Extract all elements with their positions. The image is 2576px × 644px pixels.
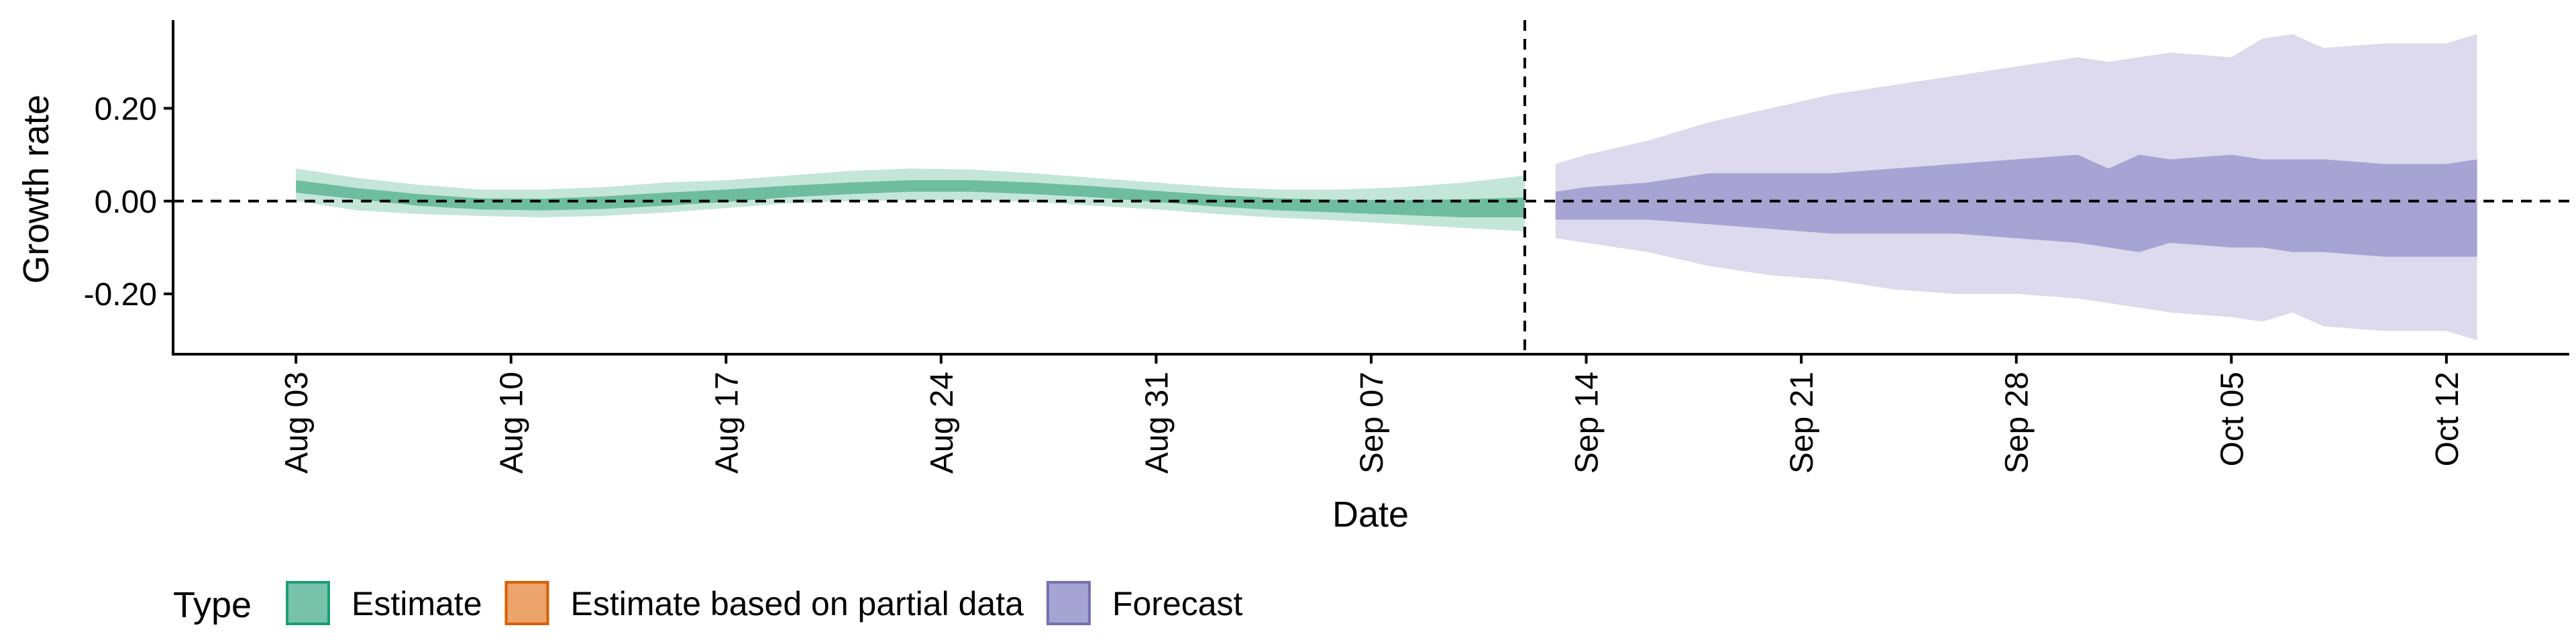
legend-items: Estimate Estimate based on partial data Fo… [286, 581, 1243, 625]
x-tick-label: Oct 12 [2430, 372, 2465, 466]
x-axis-ticks: Aug 03 Aug 10 Aug 17 Aug 24 Aug 31 Sep 07 Sep … [279, 354, 2465, 474]
y-tick-label: -0.20 [84, 277, 157, 313]
x-tick-label: Aug 17 [709, 372, 745, 474]
x-tick-label: Aug 10 [494, 372, 530, 474]
legend-swatch [286, 581, 330, 625]
legend-title: Type [173, 585, 252, 625]
y-tick-label: 0.20 [95, 91, 157, 127]
y-axis-label: Growth rate [16, 95, 56, 284]
x-axis-label: Date [1332, 494, 1409, 535]
legend-swatch [1046, 581, 1091, 625]
legend-label: Estimate [352, 585, 482, 623]
x-tick-label: Sep 14 [1570, 372, 1605, 474]
legend-label: Estimate based on partial data [571, 585, 1024, 623]
x-tick-label: Sep 07 [1354, 372, 1390, 474]
y-axis-ticks: -0.20 0.00 0.20 [84, 91, 173, 313]
legend: Type Estimate Estimate based on partial d… [173, 581, 1243, 625]
legend-swatch [504, 581, 549, 625]
x-tick-label: Aug 24 [924, 372, 960, 474]
x-tick-label: Sep 28 [2000, 372, 2035, 474]
reference-lines [173, 20, 2569, 354]
estimate-inner-band [296, 180, 1525, 217]
x-tick-label: Sep 21 [1784, 372, 1820, 474]
x-tick-label: Oct 05 [2214, 372, 2250, 466]
forecast-inner-band [1555, 154, 2477, 257]
legend-label: Forecast [1112, 585, 1243, 623]
band-layer [296, 34, 2477, 341]
y-tick-label: 0.00 [95, 184, 157, 220]
x-tick-label: Aug 31 [1139, 372, 1175, 474]
x-tick-label: Aug 03 [279, 372, 315, 474]
